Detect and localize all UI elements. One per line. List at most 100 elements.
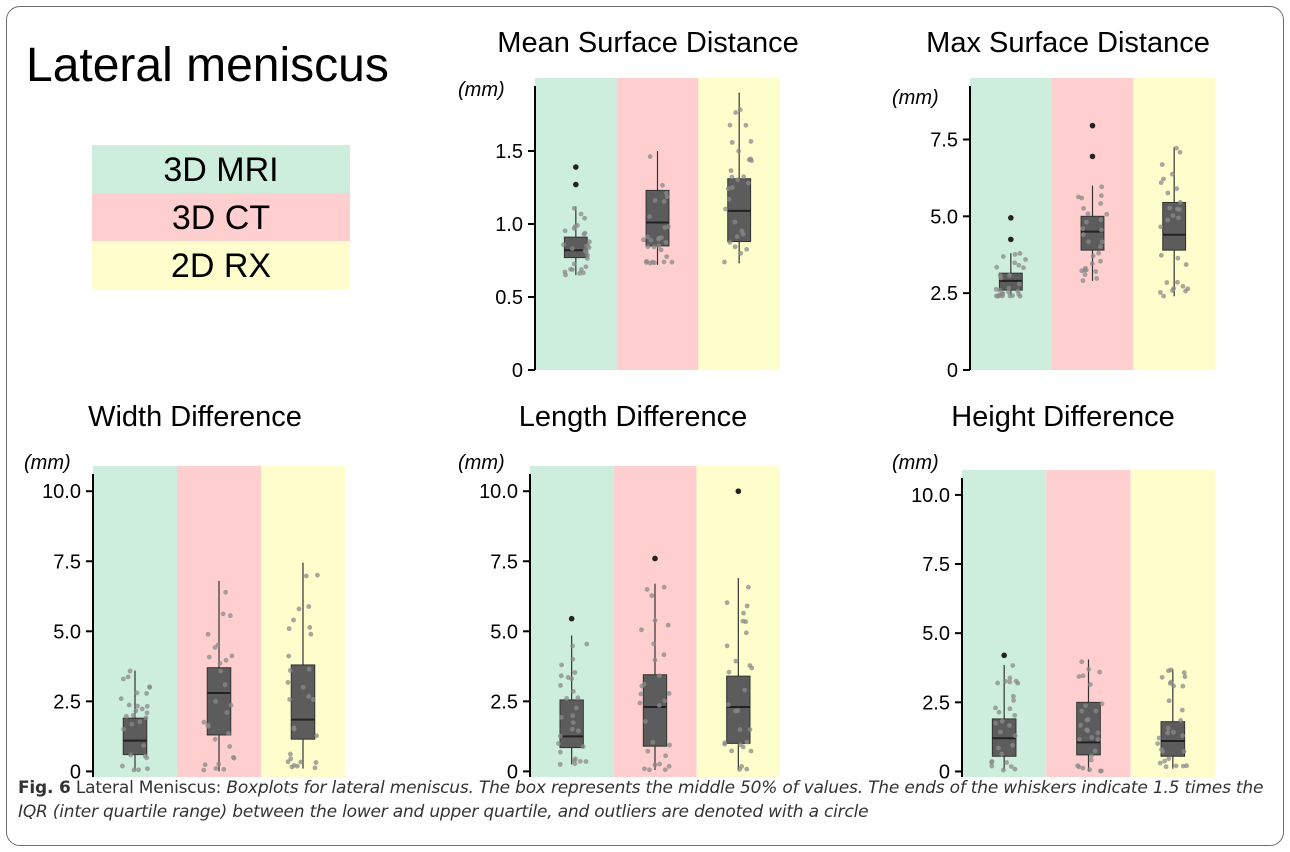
jitter-point [1012,252,1018,257]
jitter-point [144,755,150,761]
jitter-point [728,168,734,174]
jitter-point [582,215,588,221]
jitter-point [744,246,750,252]
jitter-point [1177,149,1183,155]
jitter-point [571,205,577,211]
jitter-point [1012,766,1018,772]
jitter-point [587,239,592,245]
jitter-point [1098,244,1103,249]
jitter-point [1094,276,1100,281]
y-tick-label: 7.5 [53,551,81,573]
jitter-point [1080,232,1086,238]
jitter-point [1012,733,1018,739]
jitter-point [647,214,653,220]
jitter-point [1158,252,1164,258]
jitter-point [669,259,675,265]
jitter-point [569,726,575,732]
jitter-point [1161,176,1166,182]
jitter-point [578,267,584,273]
jitter-point [228,702,234,708]
jitter-point [663,753,669,759]
jitter-point [144,690,149,696]
jitter-point [1076,674,1082,679]
jitter-point [1161,293,1167,299]
jitter-point [639,683,645,689]
outlier-point [1089,153,1096,160]
jitter-point [1080,765,1086,771]
jitter-point [743,630,749,636]
jitter-point [652,762,658,768]
jitter-point [1095,737,1101,742]
jitter-point [1099,227,1104,233]
jitter-point [1164,280,1170,285]
jitter-point [644,258,649,264]
jitter-point [725,186,731,191]
jitter-point [205,631,211,637]
jitter-point [223,589,229,595]
jitter-point [1079,659,1085,665]
chart-title: Mean Surface Distance [497,27,798,59]
jitter-point [737,742,743,748]
jitter-point [571,261,577,267]
jitter-point [1010,742,1016,748]
jitter-point [999,751,1005,757]
box [642,674,668,747]
jitter-point [1180,683,1186,689]
jitter-point [1012,260,1018,266]
jitter-point [746,584,751,590]
jitter-point [648,237,654,243]
jitter-point [296,606,302,612]
jitter-point [1157,760,1163,766]
y-tick-label: 0 [947,360,958,382]
y-tick-label: 0 [507,761,518,783]
jitter-point [578,211,584,217]
legend-item-3d-mri: 3D MRI [92,145,350,193]
jitter-point [306,666,312,672]
jitter-point [1080,278,1086,284]
jitter-point [993,705,998,711]
jitter-point [223,657,229,663]
jitter-point [1165,190,1171,196]
jitter-point [1170,729,1176,735]
y-tick-label: 5.0 [922,623,950,645]
jitter-point [1092,748,1098,754]
chart-4: Height Difference (mm) 0 2.5 5.0 7.5 10.0 [892,401,1215,783]
outlier-point [573,181,579,188]
jitter-point [1098,201,1104,206]
jitter-point [748,748,754,754]
jitter-point [1177,199,1183,205]
y-tick-label: 0 [939,761,950,783]
jitter-point [647,154,653,159]
y-axis-label: (mm) [458,79,505,101]
jitter-point [1017,251,1023,256]
jitter-point [1080,226,1086,232]
jitter-point [651,244,657,250]
jitter-point [735,708,741,713]
jitter-point [1096,250,1102,256]
jitter-point [1085,211,1091,217]
jitter-point [1175,255,1181,261]
jitter-point [218,668,224,674]
jitter-point [744,603,750,609]
jitter-point [641,237,646,243]
jitter-point [999,718,1005,724]
jitter-point [570,643,575,649]
jitter-point [741,610,746,616]
jitter-point [556,741,561,746]
jitter-point [650,739,656,745]
jitter-point [575,222,580,228]
jitter-point [1179,707,1185,713]
jitter-point [557,761,563,767]
jitter-point [738,250,744,256]
jitter-point [583,264,589,270]
jitter-point [726,669,732,675]
jitter-point [1011,697,1017,703]
jitter-point [558,683,563,688]
jitter-point [742,687,748,693]
jitter-point [583,759,589,764]
jitter-point [287,697,293,702]
jitter-point [1007,272,1012,278]
jitter-point [1180,733,1186,739]
jitter-point [660,182,665,188]
jitter-point [562,269,568,275]
